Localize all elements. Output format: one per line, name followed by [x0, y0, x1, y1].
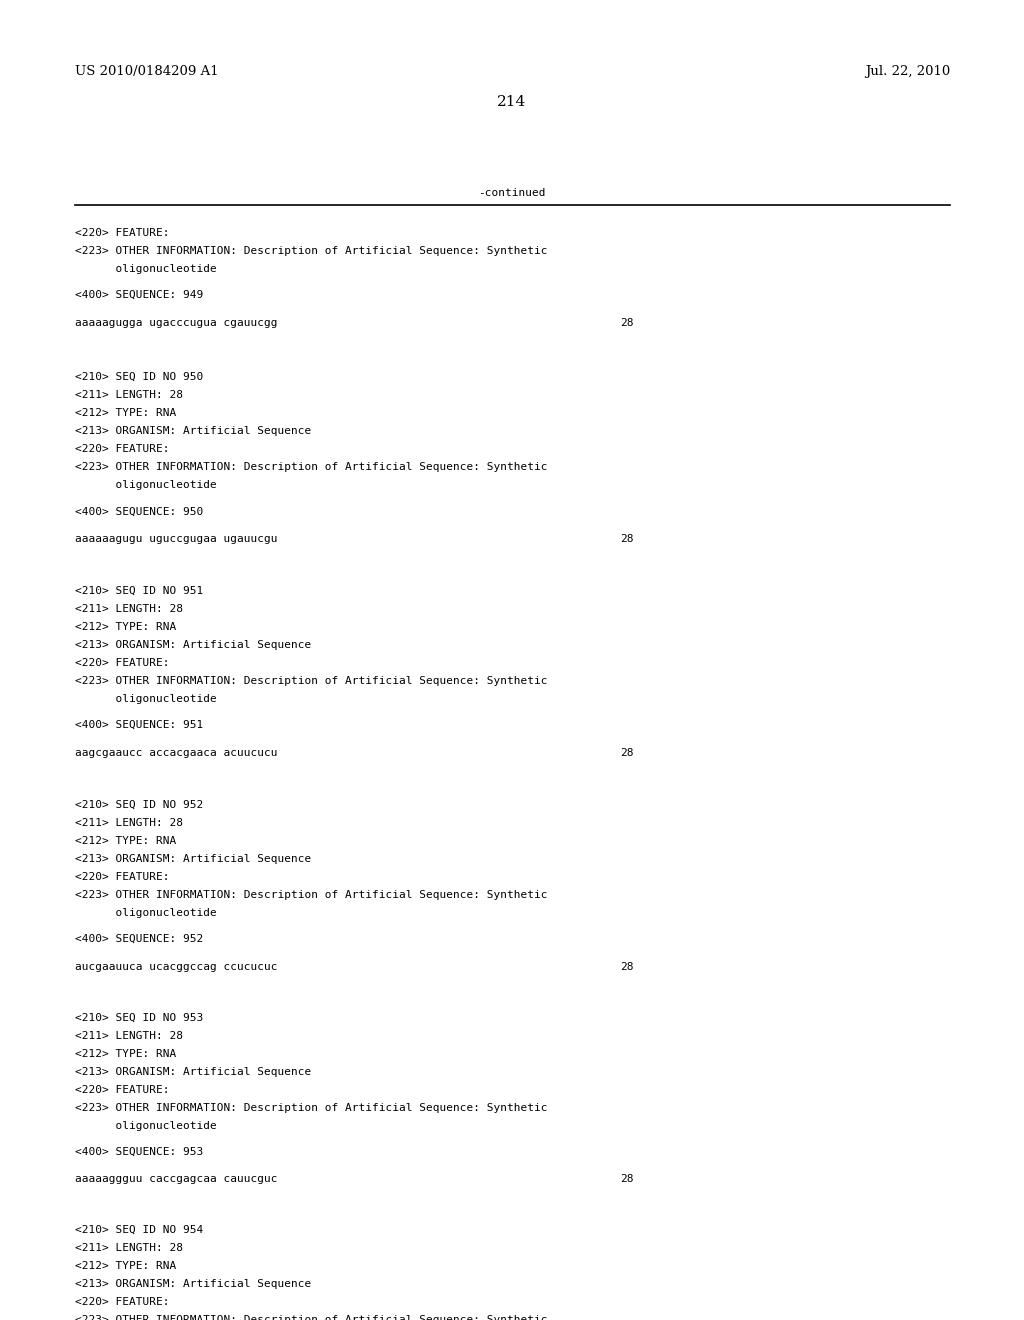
Text: <400> SEQUENCE: 950: <400> SEQUENCE: 950: [75, 507, 203, 517]
Text: <210> SEQ ID NO 952: <210> SEQ ID NO 952: [75, 800, 203, 810]
Text: <220> FEATURE:: <220> FEATURE:: [75, 873, 170, 882]
Text: <211> LENGTH: 28: <211> LENGTH: 28: [75, 1031, 183, 1041]
Text: <223> OTHER INFORMATION: Description of Artificial Sequence: Synthetic: <223> OTHER INFORMATION: Description of …: [75, 1104, 548, 1113]
Text: <400> SEQUENCE: 951: <400> SEQUENCE: 951: [75, 719, 203, 730]
Text: US 2010/0184209 A1: US 2010/0184209 A1: [75, 65, 219, 78]
Text: <210> SEQ ID NO 950: <210> SEQ ID NO 950: [75, 372, 203, 381]
Text: <212> TYPE: RNA: <212> TYPE: RNA: [75, 408, 176, 418]
Text: <211> LENGTH: 28: <211> LENGTH: 28: [75, 818, 183, 828]
Text: oligonucleotide: oligonucleotide: [75, 908, 217, 917]
Text: <223> OTHER INFORMATION: Description of Artificial Sequence: Synthetic: <223> OTHER INFORMATION: Description of …: [75, 462, 548, 473]
Text: <220> FEATURE:: <220> FEATURE:: [75, 657, 170, 668]
Text: 28: 28: [620, 318, 634, 327]
Text: <210> SEQ ID NO 954: <210> SEQ ID NO 954: [75, 1225, 203, 1236]
Text: 28: 28: [620, 748, 634, 758]
Text: <223> OTHER INFORMATION: Description of Artificial Sequence: Synthetic: <223> OTHER INFORMATION: Description of …: [75, 246, 548, 256]
Text: aagcgaaucc accacgaaca acuucucu: aagcgaaucc accacgaaca acuucucu: [75, 748, 278, 758]
Text: <213> ORGANISM: Artificial Sequence: <213> ORGANISM: Artificial Sequence: [75, 1067, 311, 1077]
Text: <400> SEQUENCE: 949: <400> SEQUENCE: 949: [75, 290, 203, 300]
Text: <211> LENGTH: 28: <211> LENGTH: 28: [75, 1243, 183, 1253]
Text: <211> LENGTH: 28: <211> LENGTH: 28: [75, 389, 183, 400]
Text: 28: 28: [620, 535, 634, 544]
Text: <220> FEATURE:: <220> FEATURE:: [75, 1298, 170, 1307]
Text: <210> SEQ ID NO 953: <210> SEQ ID NO 953: [75, 1012, 203, 1023]
Text: Jul. 22, 2010: Jul. 22, 2010: [864, 65, 950, 78]
Text: aaaaaagugu uguccgugaa ugauucgu: aaaaaagugu uguccgugaa ugauucgu: [75, 535, 278, 544]
Text: oligonucleotide: oligonucleotide: [75, 694, 217, 704]
Text: <213> ORGANISM: Artificial Sequence: <213> ORGANISM: Artificial Sequence: [75, 426, 311, 436]
Text: <212> TYPE: RNA: <212> TYPE: RNA: [75, 836, 176, 846]
Text: <223> OTHER INFORMATION: Description of Artificial Sequence: Synthetic: <223> OTHER INFORMATION: Description of …: [75, 1315, 548, 1320]
Text: oligonucleotide: oligonucleotide: [75, 480, 217, 490]
Text: aaaaaggguu caccgagcaa cauucguc: aaaaaggguu caccgagcaa cauucguc: [75, 1173, 278, 1184]
Text: aaaaagugga ugacccugua cgauucgg: aaaaagugga ugacccugua cgauucgg: [75, 318, 278, 327]
Text: <223> OTHER INFORMATION: Description of Artificial Sequence: Synthetic: <223> OTHER INFORMATION: Description of …: [75, 890, 548, 900]
Text: aucgaauuca ucacggccag ccucucuc: aucgaauuca ucacggccag ccucucuc: [75, 962, 278, 972]
Text: <211> LENGTH: 28: <211> LENGTH: 28: [75, 605, 183, 614]
Text: 214: 214: [498, 95, 526, 110]
Text: <400> SEQUENCE: 952: <400> SEQUENCE: 952: [75, 935, 203, 944]
Text: <400> SEQUENCE: 953: <400> SEQUENCE: 953: [75, 1147, 203, 1158]
Text: <212> TYPE: RNA: <212> TYPE: RNA: [75, 622, 176, 632]
Text: <223> OTHER INFORMATION: Description of Artificial Sequence: Synthetic: <223> OTHER INFORMATION: Description of …: [75, 676, 548, 686]
Text: 28: 28: [620, 962, 634, 972]
Text: <212> TYPE: RNA: <212> TYPE: RNA: [75, 1049, 176, 1059]
Text: <213> ORGANISM: Artificial Sequence: <213> ORGANISM: Artificial Sequence: [75, 640, 311, 649]
Text: <220> FEATURE:: <220> FEATURE:: [75, 1085, 170, 1096]
Text: 28: 28: [620, 1173, 634, 1184]
Text: -continued: -continued: [478, 187, 546, 198]
Text: <213> ORGANISM: Artificial Sequence: <213> ORGANISM: Artificial Sequence: [75, 854, 311, 865]
Text: <212> TYPE: RNA: <212> TYPE: RNA: [75, 1261, 176, 1271]
Text: oligonucleotide: oligonucleotide: [75, 264, 217, 275]
Text: <220> FEATURE:: <220> FEATURE:: [75, 228, 170, 238]
Text: <220> FEATURE:: <220> FEATURE:: [75, 444, 170, 454]
Text: <213> ORGANISM: Artificial Sequence: <213> ORGANISM: Artificial Sequence: [75, 1279, 311, 1290]
Text: oligonucleotide: oligonucleotide: [75, 1121, 217, 1131]
Text: <210> SEQ ID NO 951: <210> SEQ ID NO 951: [75, 586, 203, 597]
